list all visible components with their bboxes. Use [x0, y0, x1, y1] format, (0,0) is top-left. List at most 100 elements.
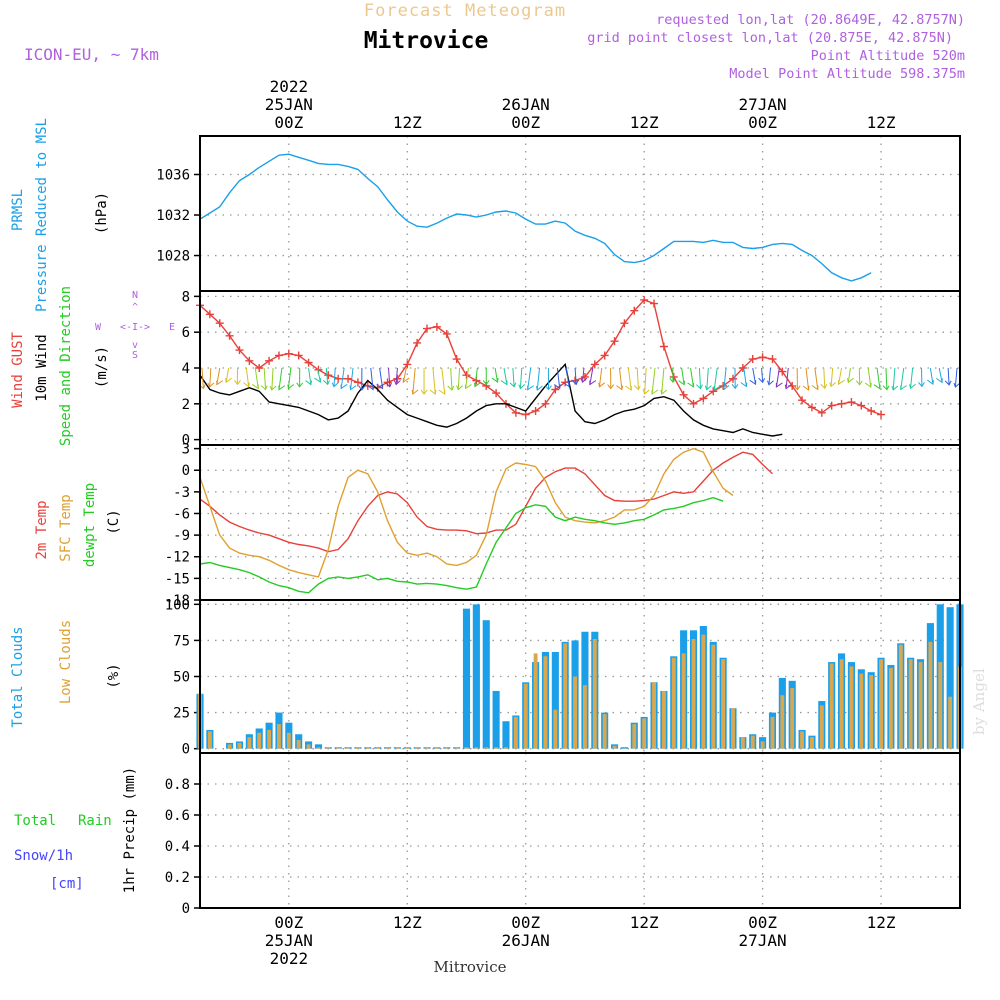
wind-arrowhead	[314, 377, 321, 384]
gust-marker	[205, 310, 214, 319]
wind-arrowhead	[393, 380, 401, 386]
wind-arrowhead	[518, 384, 526, 390]
wind-arrow	[582, 367, 585, 383]
y-tick-label: 2	[182, 397, 190, 413]
series-line	[199, 451, 773, 553]
gust-marker	[541, 399, 550, 408]
wind-arrowhead	[820, 383, 828, 390]
wind-arrow	[885, 367, 888, 390]
y-tick-label: 0.6	[165, 808, 190, 824]
low-cloud-bar	[286, 732, 291, 749]
y-tick-label: 75	[173, 633, 190, 649]
wind-arrowhead	[438, 389, 446, 395]
gust-marker	[659, 342, 668, 351]
gust-marker	[531, 406, 540, 415]
low-cloud-bar	[819, 705, 824, 749]
gust-marker	[590, 360, 599, 369]
wind-arrow	[216, 367, 221, 385]
low-cloud-bar	[888, 667, 893, 749]
wind-arrow	[209, 367, 212, 387]
gust-marker	[768, 355, 777, 364]
gust-marker	[620, 319, 629, 328]
bottom-time-label: 00Z	[511, 913, 540, 932]
y-tick-label: 0.8	[165, 777, 190, 793]
gust-marker	[511, 408, 520, 417]
label-prmsl: PRMSL	[10, 189, 26, 231]
bottom-time-label: 27JAN	[739, 931, 787, 950]
wind-arrow	[598, 367, 603, 387]
low-cloud-bar	[316, 747, 321, 749]
low-cloud-bar	[415, 747, 420, 749]
panel-3: 0 25 50 75 100	[165, 597, 964, 758]
gust-marker	[561, 378, 570, 387]
gust-marker	[748, 355, 757, 364]
gust-marker	[344, 374, 353, 383]
y-tick-label: 0	[182, 463, 190, 479]
watermark: by Angel	[970, 668, 988, 735]
top-time-label: 00Z	[511, 113, 540, 132]
wind-arrow	[867, 367, 872, 388]
low-cloud-bar	[790, 688, 795, 749]
wind-arrow	[536, 367, 541, 391]
panel-0: 1028 1032 1036	[156, 135, 961, 292]
low-cloud-bar	[928, 641, 933, 749]
wind-arrow	[432, 367, 436, 395]
wind-arrowhead	[500, 380, 508, 386]
gust-marker	[452, 355, 461, 364]
wind-arrowhead	[918, 382, 925, 388]
y-tick-label: -18	[165, 593, 190, 609]
low-cloud-bar	[573, 676, 578, 749]
label-hpa: (hPa)	[94, 192, 110, 234]
low-cloud-bar	[385, 747, 390, 749]
low-cloud-bar	[355, 747, 360, 749]
y-tick-label: -15	[165, 571, 190, 587]
label-pressure-msl: Pressure Reduced to MSL	[34, 118, 50, 312]
low-cloud-bar	[444, 747, 449, 749]
compass-s: S	[132, 350, 138, 361]
wind-arrow	[308, 367, 312, 385]
wind-arrowhead	[749, 379, 757, 386]
gust-marker	[758, 353, 767, 362]
gust-marker	[225, 331, 234, 340]
low-cloud-bar	[632, 724, 637, 749]
wind-arrow	[768, 367, 771, 385]
total-cloud-bar	[462, 608, 471, 749]
wind-arrowhead	[580, 377, 588, 383]
total-cloud-bar	[551, 651, 559, 749]
wind-arrow	[847, 367, 851, 383]
wind-arrow	[287, 367, 292, 389]
y-tick-label: 0	[182, 901, 190, 917]
gust-marker	[857, 401, 866, 410]
wind-arrow	[503, 367, 508, 385]
gust-marker	[551, 385, 560, 394]
wind-arrow	[947, 367, 950, 385]
wind-arrowhead	[935, 377, 943, 384]
label-percent: (%)	[106, 663, 122, 688]
wind-arrow	[814, 367, 819, 390]
wind-arrowhead	[900, 385, 908, 391]
total-cloud-bar	[492, 690, 500, 749]
y-tick-label: 50	[173, 670, 190, 686]
low-cloud-bar	[750, 735, 755, 749]
wind-arrow	[698, 367, 702, 389]
wind-arrow	[441, 367, 446, 395]
wind-arrowhead	[758, 377, 766, 384]
bottom-time-label: 26JAN	[502, 931, 550, 950]
wind-arrowhead	[464, 384, 472, 390]
wind-arrowhead	[234, 380, 241, 386]
low-cloud-bar	[267, 729, 272, 749]
wind-arrow	[474, 367, 478, 387]
low-cloud-bar	[464, 747, 469, 749]
panel-frame	[199, 135, 961, 292]
wind-arrowhead	[722, 385, 730, 391]
gust-marker	[413, 338, 422, 347]
wind-arrow	[938, 367, 943, 383]
gust-marker	[284, 349, 293, 358]
gust-marker	[689, 399, 698, 408]
bottom-time-label: 00Z	[274, 913, 303, 932]
low-cloud-bar	[770, 716, 775, 749]
wind-arrow	[254, 367, 259, 389]
gust-marker	[521, 410, 530, 419]
top-time-label: 12Z	[393, 113, 422, 132]
temp-labels: 2m Temp SFC Temp dewpt Temp (C)	[34, 483, 122, 567]
